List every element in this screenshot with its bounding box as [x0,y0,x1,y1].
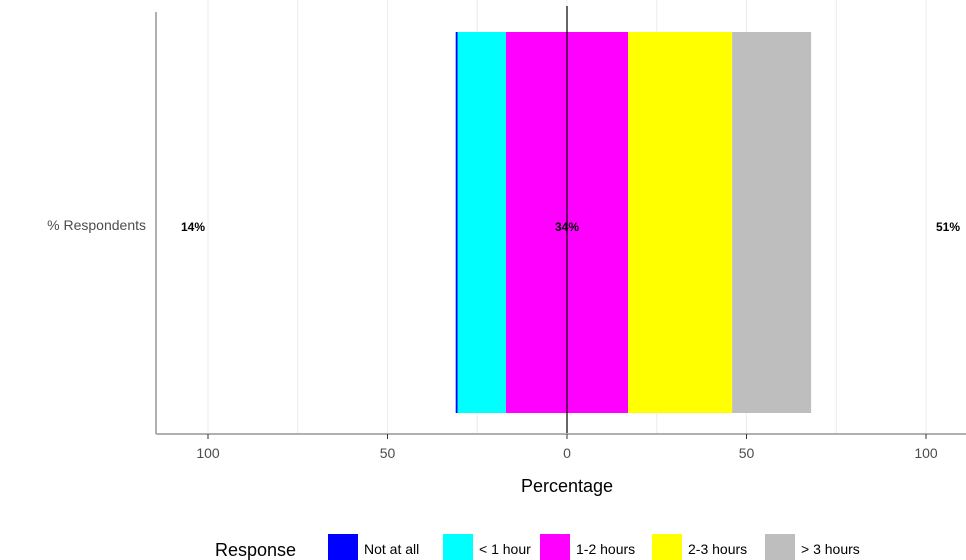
category-label: % Respondents [47,217,146,233]
legend-swatch [443,534,473,560]
legend-title: Response [215,540,296,560]
x-tick-label: 100 [196,445,220,461]
x-tick-label: 100 [914,445,938,461]
legend-label: Not at all [364,541,419,557]
x-axis-ticks: 100 50 0 50 100 [196,434,938,461]
x-tick-label: 0 [563,445,571,461]
bar--3-hours [732,32,812,413]
legend: Response Not at all < 1 hour 1-2 hours 2-3 … [215,534,860,560]
bar--1-hour [457,32,506,413]
legend-swatch [652,534,682,560]
data-label-center: 34% [555,220,579,234]
x-axis-title: Percentage [521,476,613,496]
data-label-right: 51% [936,220,960,234]
data-labels: 14% 34% 51% [181,220,960,234]
legend-swatch [765,534,795,560]
legend-label: < 1 hour [479,541,531,557]
legend-swatch [540,534,570,560]
x-tick-label: 50 [739,445,755,461]
legend-label: 2-3 hours [688,541,747,557]
legend-swatch [328,534,358,560]
x-tick-label: 50 [380,445,396,461]
legend-label: > 3 hours [801,541,860,557]
data-label-left: 14% [181,220,205,234]
bar-not-at-all [455,32,458,413]
legend-label: 1-2 hours [576,541,635,557]
bar-2-3-hours [628,32,733,413]
bars [455,32,812,413]
